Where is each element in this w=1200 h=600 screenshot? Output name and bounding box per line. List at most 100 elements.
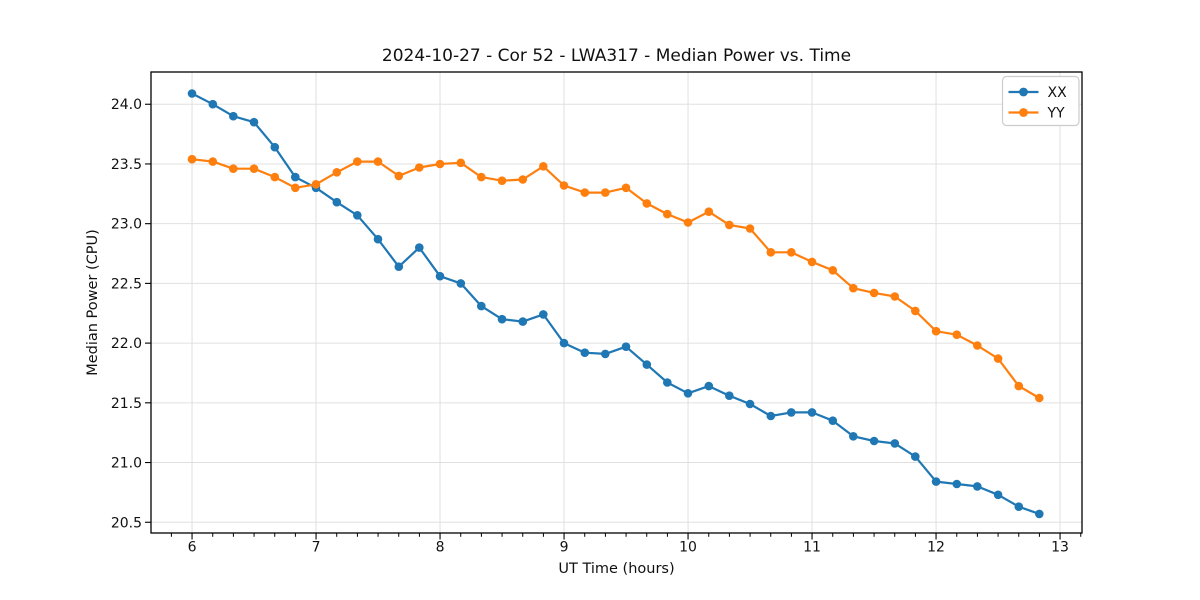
series-YY-point xyxy=(869,288,879,298)
series-YY-point xyxy=(807,257,817,267)
series-YY-point xyxy=(270,172,280,182)
plot-border xyxy=(150,71,1083,534)
series-YY-point xyxy=(291,183,300,193)
series-YY-point xyxy=(683,218,693,227)
series-YY-point xyxy=(890,292,900,301)
series-XX-point xyxy=(497,314,507,324)
series-XX-point xyxy=(208,99,218,109)
series-XX-point xyxy=(1014,502,1024,512)
x-tick-label: 7 xyxy=(312,540,321,556)
series-YY-point xyxy=(1014,381,1024,391)
series-XX-point xyxy=(456,279,466,288)
series-XX-point xyxy=(931,477,941,486)
series-XX-point xyxy=(229,111,238,121)
y-tick-label: 22.0 xyxy=(111,336,142,352)
series-YY-point xyxy=(787,248,796,257)
series-YY-point xyxy=(725,220,734,230)
x-tick-label: 10 xyxy=(679,540,697,556)
series-XX-point xyxy=(291,172,300,182)
plot-area: 6 7 8 9 10 11 12 13 20.5 21.0 21.5 22.0 22.5 23.0 23.5… xyxy=(111,71,1083,556)
series-XX-point xyxy=(766,411,776,421)
y-tick-label: 24.0 xyxy=(111,97,142,113)
series-YY-point xyxy=(456,158,466,168)
series-XX-point xyxy=(353,211,362,220)
series-YY-point xyxy=(580,188,590,197)
x-tick-label: 9 xyxy=(560,540,569,556)
series-XX-line xyxy=(190,92,1041,515)
series-XX-point xyxy=(704,381,714,391)
series-XX-point xyxy=(869,436,879,446)
series-YY-point xyxy=(973,341,982,350)
series-YY-point xyxy=(849,283,858,293)
legend: XX YY xyxy=(1001,75,1080,127)
series-YY-point xyxy=(559,181,569,190)
series-YY-point xyxy=(621,183,631,193)
series-YY-point xyxy=(663,209,672,219)
y-tick-label: 21.5 xyxy=(111,396,142,412)
series-XX-point xyxy=(787,408,796,417)
series-XX-point xyxy=(394,262,404,272)
y-axis-label: Median Power (CPU) xyxy=(85,229,101,376)
series-YY-point xyxy=(704,207,714,216)
series-XX-point xyxy=(828,416,838,426)
series-XX-point xyxy=(559,338,569,348)
series-YY-point xyxy=(373,157,383,166)
x-tick-label: 6 xyxy=(188,540,197,556)
chart-title: 2024-10-27 - Cor 52 - LWA317 - Median Po… xyxy=(382,46,851,66)
series-XX-point xyxy=(745,399,755,409)
series-XX-point xyxy=(270,142,280,152)
series-YY-point xyxy=(1035,393,1044,403)
x-tick-label: 8 xyxy=(436,540,445,556)
series-XX-point xyxy=(849,432,858,441)
series-YY-point xyxy=(311,180,321,189)
series-XX-point xyxy=(973,482,982,491)
x-tick-label: 11 xyxy=(803,540,821,556)
series-XX-point xyxy=(807,408,817,417)
series-XX-point xyxy=(911,452,920,461)
series-XX-point xyxy=(663,378,672,387)
y-tick-label: 23.5 xyxy=(111,157,142,173)
series-YY-point xyxy=(415,163,424,172)
legend-frame xyxy=(1001,75,1080,127)
series-YY-point xyxy=(477,172,486,182)
series-YY-point xyxy=(435,159,445,169)
x-axis-label: UT Time (hours) xyxy=(558,561,674,577)
series-XX-point xyxy=(642,360,652,369)
series-XX-point xyxy=(187,89,197,98)
series-XX-point xyxy=(621,342,631,352)
x-tick-label: 13 xyxy=(1051,540,1069,556)
series-XX-point xyxy=(580,348,590,358)
series-XX-point xyxy=(435,271,445,281)
series-YY-point xyxy=(394,171,404,181)
series-XX-point xyxy=(601,349,610,359)
series-XX-point xyxy=(952,479,962,489)
series-YY-point xyxy=(828,266,838,275)
series-YY-point xyxy=(642,199,652,208)
legend-sample-marker xyxy=(1019,108,1028,117)
series-YY-point xyxy=(601,188,610,197)
series-YY-point xyxy=(497,176,507,185)
legend-label-YY: YY xyxy=(1047,105,1066,121)
series-XX-point xyxy=(539,310,548,319)
series-YY-point xyxy=(353,157,362,166)
series-YY-point xyxy=(911,306,920,316)
series-YY-point xyxy=(931,326,941,336)
series-YY-point xyxy=(229,164,238,173)
series-YY-point xyxy=(766,248,776,257)
series-YY-point xyxy=(332,168,342,177)
series-XX-point xyxy=(332,197,342,207)
series-XX-point xyxy=(373,234,383,244)
legend-sample-marker xyxy=(1019,87,1028,97)
series-XX-point xyxy=(683,389,693,398)
series-YY-point xyxy=(952,330,962,340)
series-XX-point xyxy=(415,243,424,252)
series-YY-point xyxy=(518,175,528,184)
series-YY-point xyxy=(539,162,548,171)
x-tick-label: 12 xyxy=(927,540,945,556)
legend-label-XX: XX xyxy=(1048,85,1068,101)
series-YY-point xyxy=(187,154,197,164)
series-YY-line xyxy=(190,158,1041,400)
series-YY-point xyxy=(745,224,755,233)
